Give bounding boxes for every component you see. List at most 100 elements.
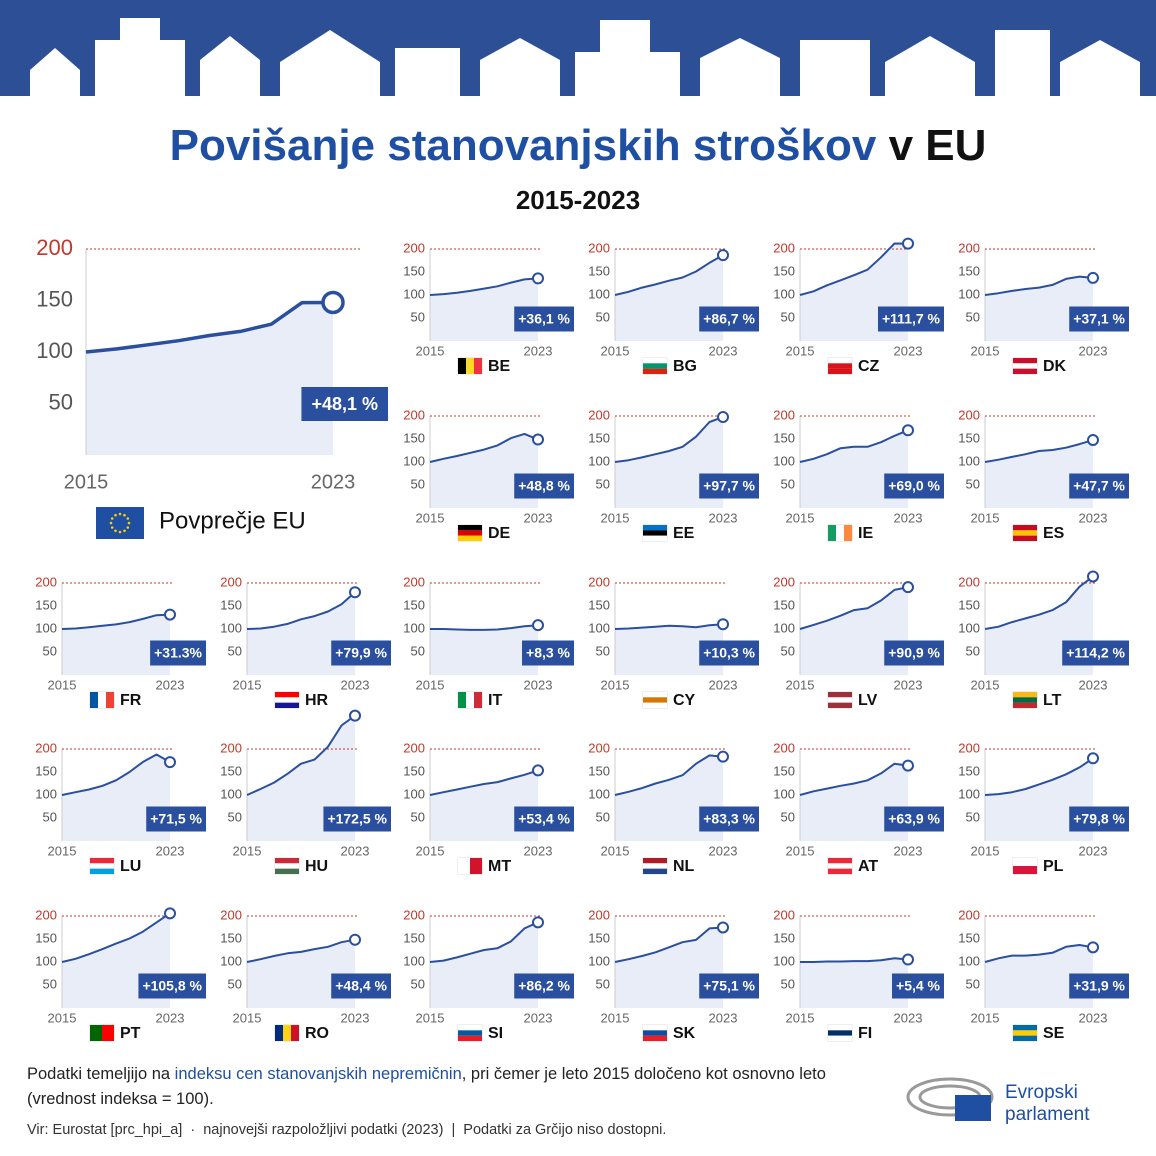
- end-marker: [349, 586, 361, 599]
- flag-stripe: [1013, 1025, 1037, 1031]
- annotation-box: [699, 306, 759, 332]
- x-tick-label: 2015: [601, 843, 630, 858]
- y-tick-label: 50: [411, 976, 425, 991]
- x-tick-label: 2023: [894, 843, 923, 858]
- flag-stripe: [283, 1025, 291, 1041]
- annotation-box: [884, 806, 944, 832]
- annotation: +53,4 %: [518, 811, 570, 827]
- panel: 50 100 150 200 2015 2023 +48,4 % RO: [220, 907, 391, 1042]
- line: [614, 254, 724, 296]
- flag-stripe: [90, 868, 114, 874]
- flag-stripe: [643, 868, 667, 874]
- annotation: +5,4 %: [896, 978, 941, 994]
- annotation: +79,9 %: [335, 645, 387, 661]
- x-tick-label: 2015: [233, 1010, 262, 1025]
- y-tick-label: 200: [403, 240, 425, 255]
- area: [247, 592, 355, 675]
- flag-star: [109, 521, 113, 525]
- flag-stripe: [828, 525, 836, 541]
- flag-stripe: [828, 1030, 852, 1036]
- x-tick-label: 2023: [709, 343, 738, 358]
- annotation: +97,7 %: [703, 478, 755, 494]
- x-tick-label: 2015: [64, 471, 109, 493]
- line: [85, 300, 334, 354]
- flag-stripe: [828, 358, 852, 364]
- chart-title: AT: [858, 858, 878, 875]
- chart-title: LT: [1043, 692, 1062, 709]
- note-link[interactable]: indeksu cen stanovanjskih nepremičnin: [174, 1065, 462, 1083]
- line: [61, 912, 171, 963]
- flag-stripe: [844, 525, 852, 541]
- flag-stripe: [828, 863, 852, 869]
- flag-stripe: [643, 368, 667, 374]
- flag-stripe: [643, 358, 667, 364]
- annotation-box: [884, 473, 944, 499]
- x-tick-label: 2023: [894, 343, 923, 358]
- flag-stripe: [1013, 358, 1037, 364]
- y-tick-label: 100: [773, 953, 795, 968]
- flag-stripe: [106, 692, 114, 708]
- panel: 50 100 150 200 2015 2023 +90,9 % LV: [773, 574, 944, 709]
- end-marker: [902, 953, 914, 966]
- chart-title: IE: [858, 525, 873, 542]
- flag-stripe: [458, 535, 482, 541]
- title: Povišanje stanovanjskih stroškov v EU: [170, 121, 987, 170]
- y-tick-label: 100: [35, 620, 57, 635]
- x-tick-label: 2023: [894, 510, 923, 525]
- panel: 50 100 150 200 2015 2023 +69,0 % IE: [773, 407, 944, 542]
- end-marker: [1087, 941, 1099, 954]
- y-tick-label: 50: [411, 643, 425, 658]
- panel: 50 100 150 200 2015 2023 +5,4 % FI: [773, 907, 944, 1042]
- y-tick-label: 150: [220, 930, 242, 945]
- panel: 50 100 150 200 2015 2023 +111,7 % CZ: [773, 237, 944, 375]
- x-tick-label: 2015: [416, 843, 445, 858]
- end-marker: [532, 619, 544, 632]
- flag-stripe: [291, 1025, 299, 1041]
- panel: 50 100 150 200 2015 2023 +8,3 % IT: [403, 574, 574, 709]
- y-tick-label: 150: [403, 597, 425, 612]
- y-tick-label: 200: [403, 740, 425, 755]
- annotation-box: [146, 806, 206, 832]
- y-tick-label: 50: [781, 309, 795, 324]
- annotation-box: [699, 473, 759, 499]
- annotation-box: [514, 973, 574, 999]
- panel: 50 100 150 200 2015 2023 +31.3% FR: [35, 574, 206, 709]
- y-tick-label: 100: [220, 620, 242, 635]
- x-tick-label: 2015: [48, 843, 77, 858]
- y-tick-label: 50: [966, 476, 980, 491]
- end-marker: [532, 272, 544, 285]
- flag-stripe: [828, 692, 852, 698]
- flag-star: [114, 529, 117, 533]
- x-tick-label: 2015: [971, 510, 1000, 525]
- x-tick-label: 2015: [971, 1010, 1000, 1025]
- y-tick-label: 50: [411, 309, 425, 324]
- chart-title: FR: [120, 692, 142, 709]
- end-marker: [532, 433, 544, 446]
- y-tick-label: 150: [588, 263, 610, 278]
- annotation: +48,4 %: [335, 978, 387, 994]
- x-tick-label: 2015: [601, 510, 630, 525]
- x-tick-label: 2023: [709, 677, 738, 692]
- end-marker: [717, 618, 729, 631]
- end-marker: [164, 756, 176, 769]
- y-tick-label: 200: [588, 407, 610, 422]
- line: [799, 242, 909, 296]
- y-tick-label: 200: [36, 235, 73, 260]
- annotation: +71,5 %: [150, 811, 202, 827]
- flag-star: [110, 517, 114, 520]
- y-tick-label: 150: [773, 763, 795, 778]
- flag-stripe: [275, 863, 299, 869]
- flag-stripe: [828, 858, 852, 864]
- y-tick-label: 100: [958, 286, 980, 301]
- y-tick-label: 100: [403, 286, 425, 301]
- flag-stripe: [458, 525, 482, 531]
- x-tick-label: 2015: [601, 677, 630, 692]
- annotation-box: [699, 640, 759, 666]
- end-marker: [321, 290, 345, 315]
- y-tick-label: 100: [35, 953, 57, 968]
- x-tick-label: 2015: [971, 677, 1000, 692]
- line: [246, 591, 356, 630]
- end-marker: [902, 237, 914, 250]
- flag-stripe: [643, 863, 667, 869]
- line: [799, 762, 909, 796]
